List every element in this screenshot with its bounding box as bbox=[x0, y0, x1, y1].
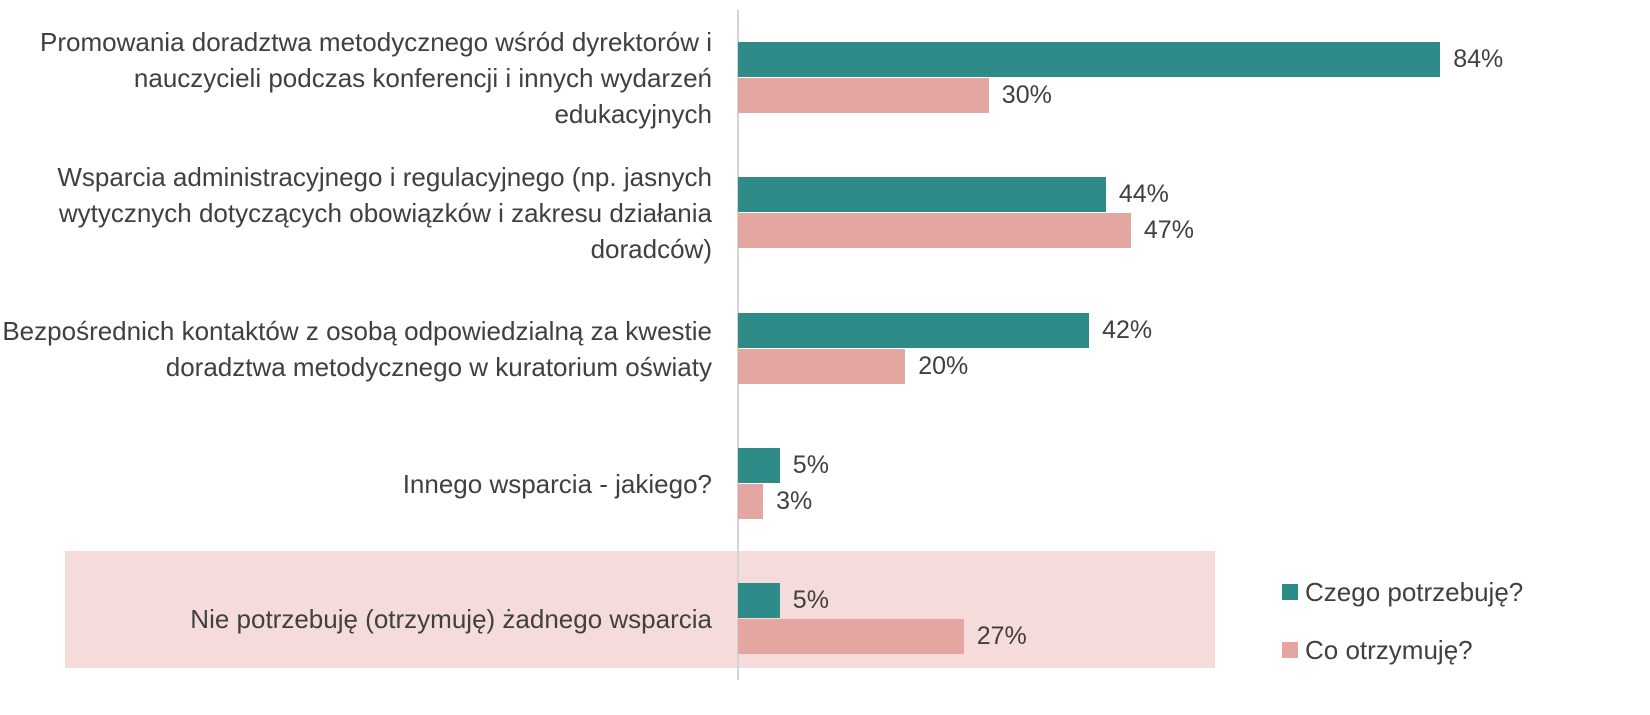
value-label: 5% bbox=[792, 450, 829, 479]
bar bbox=[738, 583, 780, 619]
bar bbox=[738, 348, 906, 384]
bar bbox=[738, 619, 964, 655]
category-label: Promowania doradztwa metodycznego wśród … bbox=[40, 27, 712, 129]
category-label: Wsparcia administracyjnego i regulacyjne… bbox=[57, 162, 712, 265]
value-label: 84% bbox=[1453, 45, 1504, 73]
category-label: Innego wsparcia - jakiego? bbox=[402, 468, 712, 499]
legend-swatch bbox=[1282, 642, 1298, 658]
value-label: 3% bbox=[776, 486, 813, 515]
bar bbox=[738, 483, 764, 519]
bar bbox=[738, 312, 1090, 348]
value-label: 42% bbox=[1102, 315, 1153, 344]
value-label: 44% bbox=[1118, 180, 1169, 209]
legend-label: Co otrzymuję? bbox=[1305, 635, 1473, 665]
bar bbox=[738, 42, 1441, 77]
value-label: 30% bbox=[1001, 81, 1052, 109]
value-label: 20% bbox=[918, 351, 969, 380]
bar bbox=[738, 78, 989, 113]
legend-swatch bbox=[1282, 584, 1298, 600]
value-label: 27% bbox=[976, 622, 1027, 651]
bar bbox=[738, 213, 1131, 249]
category-label: Nie potrzebuję (otrzymuję) żadnego wspar… bbox=[190, 604, 712, 635]
value-label: 47% bbox=[1143, 216, 1194, 245]
category-label: Bezpośrednich kontaktów z osobą odpowied… bbox=[2, 315, 712, 382]
legend-label: Czego potrzebuję? bbox=[1305, 577, 1524, 607]
highlight-band bbox=[65, 551, 1215, 669]
bar bbox=[738, 177, 1106, 213]
bar bbox=[738, 447, 780, 483]
value-label: 5% bbox=[792, 586, 829, 615]
